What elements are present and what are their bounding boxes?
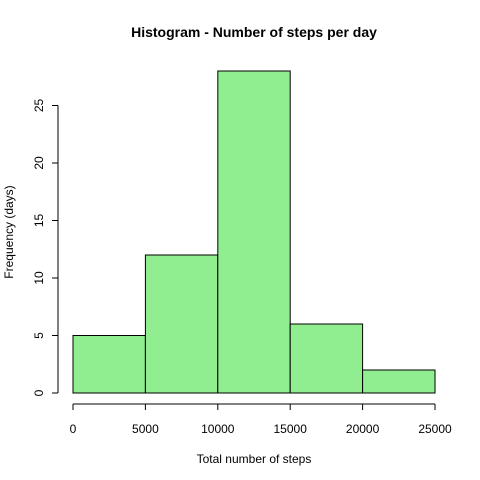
- x-tick-label: 25000: [418, 422, 452, 436]
- x-tick-label: 15000: [274, 422, 308, 436]
- y-tick-label: 15: [32, 214, 46, 228]
- x-tick-label: 10000: [201, 422, 235, 436]
- y-tick-label: 0: [32, 389, 46, 396]
- histogram-bar-3: [289, 323, 364, 394]
- y-axis-label: Frequency (days): [2, 185, 16, 278]
- x-tick-label: 5000: [132, 422, 159, 436]
- y-tick-label: 20: [32, 156, 46, 170]
- y-axis: 0 5 10 15 20 25: [32, 99, 59, 396]
- chart-title: Histogram - Number of steps per day: [131, 24, 377, 40]
- x-tick-label: 20000: [346, 422, 380, 436]
- y-tick-label: 10: [32, 271, 46, 285]
- bars-group: [72, 70, 436, 394]
- y-tick-label: 5: [32, 332, 46, 339]
- x-axis-label: Total number of steps: [197, 452, 312, 466]
- histogram-bar-4: [362, 369, 436, 394]
- histogram-bar-1: [144, 254, 219, 394]
- x-axis: 0 5000 10000 15000 20000 25000: [70, 403, 452, 436]
- histogram-bar-0: [72, 335, 146, 394]
- y-tick-label: 25: [32, 99, 46, 113]
- x-tick-label: 0: [70, 422, 77, 436]
- histogram-bar-2: [217, 70, 291, 394]
